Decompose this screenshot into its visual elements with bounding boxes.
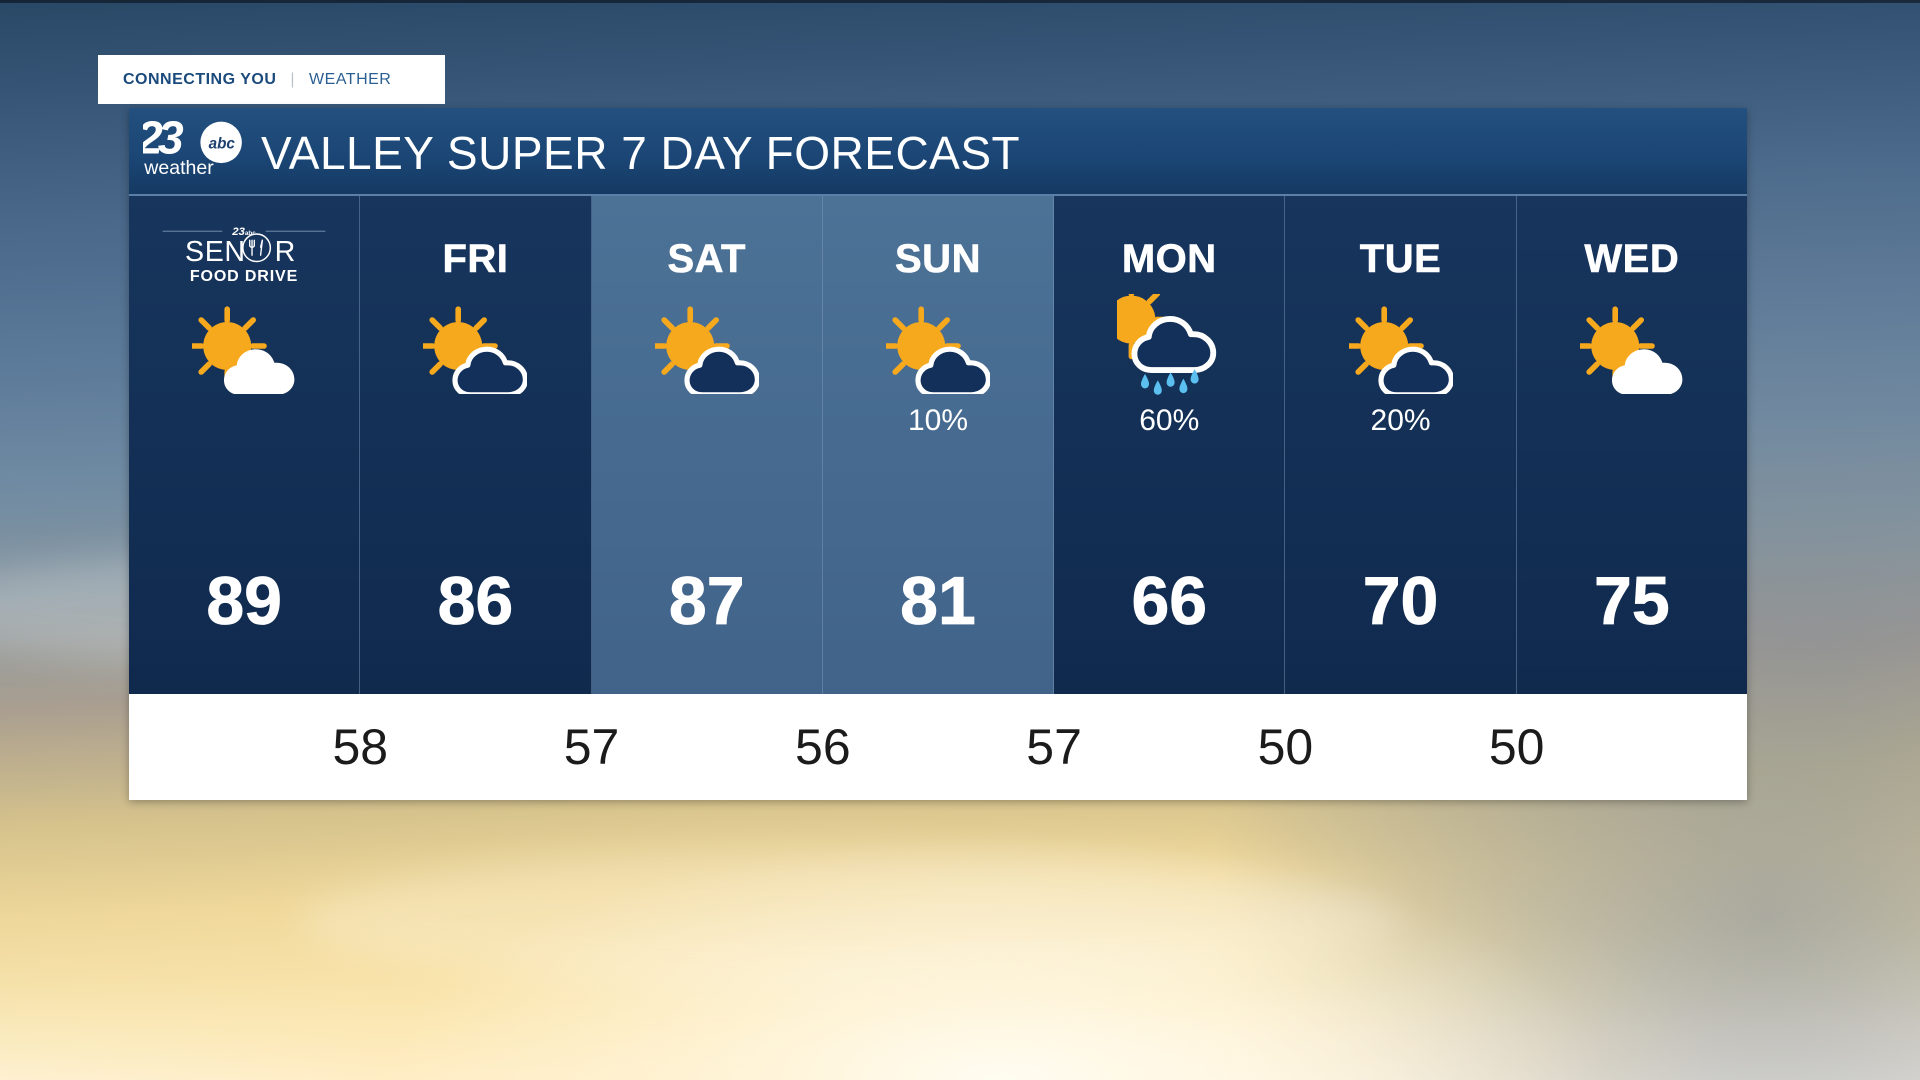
svg-text:FOOD DRIVE: FOOD DRIVE [190,267,298,285]
svg-text:abc: abc [209,136,236,153]
svg-text:weather: weather [143,157,214,179]
svg-text:SEN: SEN [185,236,246,268]
svg-text:R: R [275,236,296,268]
